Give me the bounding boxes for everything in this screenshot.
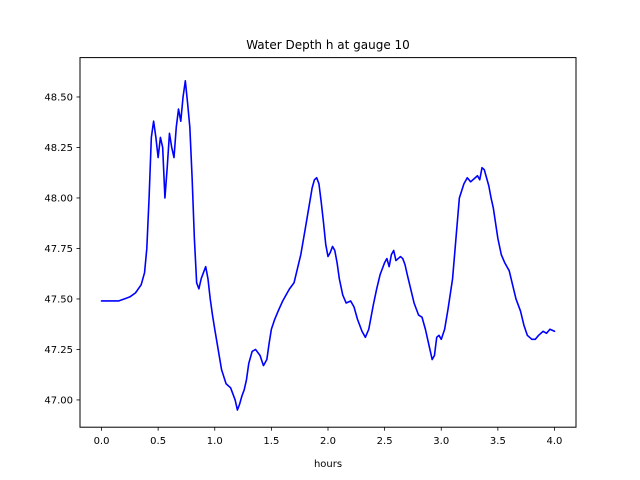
axes-background	[80, 57, 576, 428]
x-tick-label: 2.0	[320, 436, 336, 447]
x-axis-label: hours	[314, 459, 342, 470]
y-tick-label: 47.75	[44, 244, 73, 255]
x-tick-label: 3.5	[490, 436, 506, 447]
y-tick-label: 47.25	[44, 345, 73, 356]
plot-area	[79, 57, 577, 428]
x-tick-label: 0.0	[94, 436, 110, 447]
x-axis-ticks: 0.0 0.5 1.0 1.5 2.0 2.5 3.0 3.5 4.0	[94, 427, 563, 447]
y-tick-label: 48.25	[44, 143, 73, 154]
x-tick-label: 2.5	[377, 436, 393, 447]
x-tick-label: 1.5	[263, 436, 279, 447]
chart-title: Water Depth h at gauge 10	[246, 38, 410, 52]
y-tick-label: 47.00	[44, 395, 73, 406]
series-layer	[100, 80, 556, 411]
series-line	[100, 80, 556, 411]
x-tick-label: 4.0	[547, 436, 563, 447]
y-tick-label: 48.00	[44, 193, 73, 204]
y-axis-ticks: 47.00 47.25 47.50 47.75 48.00 48.25 48.50	[44, 92, 80, 406]
x-tick-label: 0.5	[150, 436, 166, 447]
x-tick-label: 3.0	[433, 436, 449, 447]
y-tick-label: 48.50	[44, 92, 73, 103]
y-tick-label: 47.50	[44, 294, 73, 305]
x-tick-label: 1.0	[207, 436, 223, 447]
